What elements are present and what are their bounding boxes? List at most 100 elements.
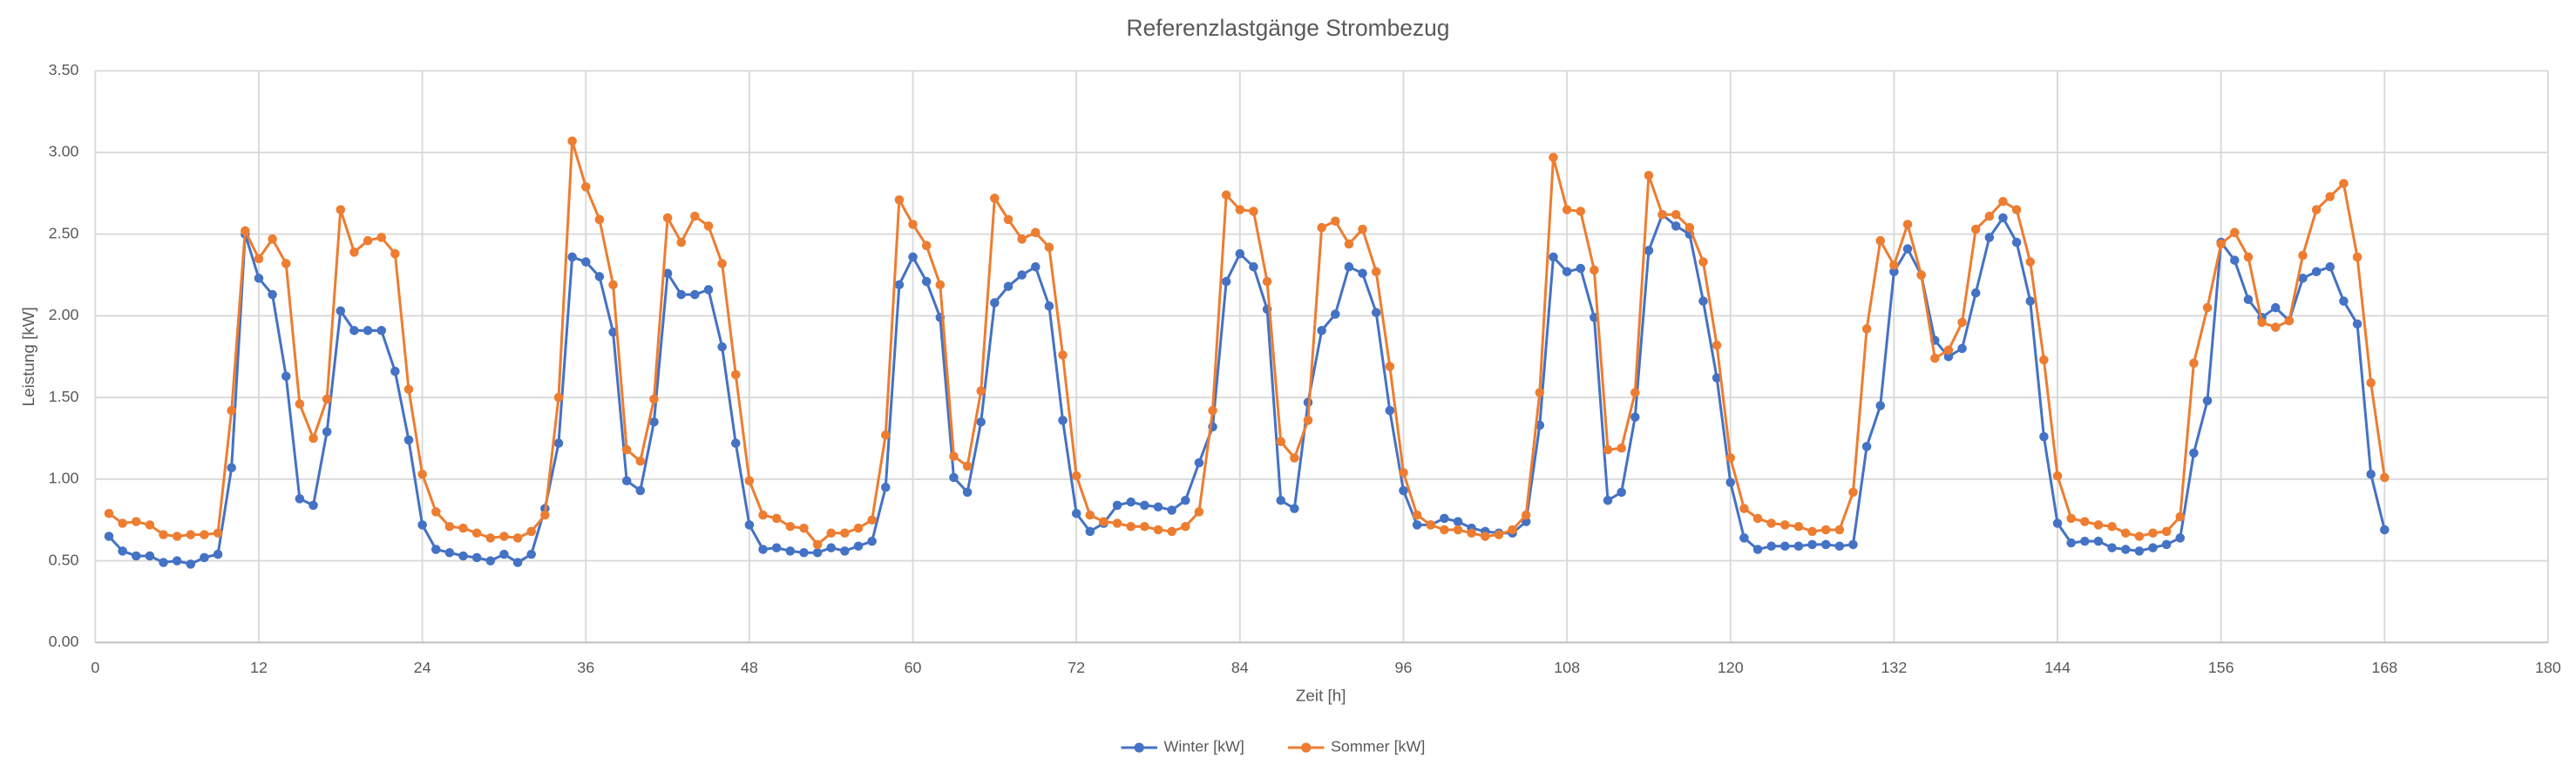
data-point: [363, 235, 373, 246]
data-point: [717, 259, 727, 268]
data-point: [2339, 179, 2349, 188]
x-tick-label: 144: [2044, 659, 2071, 676]
data-point: [2025, 296, 2036, 306]
data-point: [1167, 526, 1176, 537]
data-point: [1889, 261, 1899, 270]
data-point: [2066, 513, 2076, 524]
x-tick-label: 48: [741, 659, 758, 676]
data-point: [2270, 322, 2281, 332]
data-point: [935, 280, 946, 290]
data-point: [771, 513, 782, 524]
data-point: [2093, 536, 2104, 546]
data-point: [1044, 301, 1054, 311]
data-point: [241, 226, 250, 236]
data-point: [1181, 495, 1190, 505]
data-point: [785, 521, 796, 532]
data-point: [703, 285, 714, 295]
data-point: [1276, 437, 1286, 447]
data-point: [1590, 265, 1599, 275]
data-point: [949, 451, 959, 461]
data-point: [2120, 528, 2131, 539]
data-point: [526, 549, 536, 559]
data-point: [1058, 416, 1068, 425]
data-point: [1549, 152, 1558, 162]
data-point: [254, 254, 264, 264]
data-point: [2080, 517, 2090, 526]
data-point: [1902, 244, 1913, 254]
data-point: [1071, 471, 1081, 481]
data-point: [1685, 222, 1695, 233]
data-point: [336, 306, 346, 316]
x-tick-label: 72: [1068, 659, 1085, 676]
data-point: [2257, 317, 2267, 328]
data-point: [200, 530, 209, 539]
data-point: [403, 435, 414, 445]
data-point: [1943, 345, 1954, 356]
data-point: [2011, 237, 2022, 247]
data-point: [1112, 500, 1122, 511]
data-point: [621, 476, 632, 486]
data-point: [1221, 276, 1231, 287]
data-point: [349, 247, 359, 257]
data-point: [458, 551, 468, 561]
data-point: [1481, 532, 1490, 541]
data-point: [2107, 521, 2117, 532]
data-point: [990, 193, 1000, 203]
data-point: [553, 438, 564, 448]
data-point: [1698, 257, 1708, 267]
data-point: [118, 518, 127, 528]
data-point: [621, 444, 632, 455]
data-point: [2380, 525, 2390, 535]
data-point: [635, 485, 646, 496]
data-point: [785, 546, 796, 556]
data-point: [1644, 170, 1654, 180]
data-point: [1617, 487, 1626, 498]
data-point: [608, 280, 618, 290]
data-point: [1562, 267, 1572, 277]
data-point: [1576, 207, 1586, 216]
data-point: [295, 494, 305, 504]
data-point: [186, 559, 196, 569]
data-point: [2325, 192, 2335, 201]
data-point: [499, 532, 509, 541]
data-point: [1752, 513, 1763, 524]
data-point: [799, 547, 809, 558]
y-tick-label: 3.50: [49, 61, 79, 78]
data-point: [1440, 525, 1449, 535]
data-point: [471, 528, 482, 539]
data-point: [730, 369, 741, 380]
data-point: [1167, 505, 1176, 515]
data-point: [2107, 543, 2117, 552]
data-point: [1303, 416, 1313, 425]
data-point: [812, 539, 823, 550]
x-tick-label: 96: [1395, 659, 1413, 676]
data-point: [1358, 268, 1367, 278]
data-point: [880, 482, 891, 492]
data-point: [1780, 520, 1790, 530]
data-point: [1725, 478, 1736, 487]
data-point: [1671, 221, 1681, 231]
data-point: [485, 556, 496, 566]
data-point: [1549, 252, 1558, 262]
data-point: [159, 530, 168, 539]
data-point: [1725, 453, 1736, 463]
data-point: [1194, 507, 1204, 517]
data-point: [1126, 521, 1136, 532]
data-point: [2243, 252, 2254, 262]
data-point: [717, 342, 727, 352]
data-point: [921, 240, 932, 251]
data-point: [1030, 261, 1041, 272]
data-point: [2352, 252, 2362, 262]
data-point: [417, 469, 427, 479]
data-point: [131, 551, 141, 561]
data-point: [1412, 510, 1422, 520]
data-point: [1930, 353, 1940, 363]
data-point: [1030, 227, 1041, 238]
data-point: [1630, 412, 1640, 422]
data-point: [744, 476, 755, 486]
data-point: [1820, 539, 1831, 550]
data-point: [840, 528, 850, 539]
data-point: [949, 472, 959, 483]
data-point: [1208, 405, 1217, 416]
data-point: [471, 552, 482, 563]
